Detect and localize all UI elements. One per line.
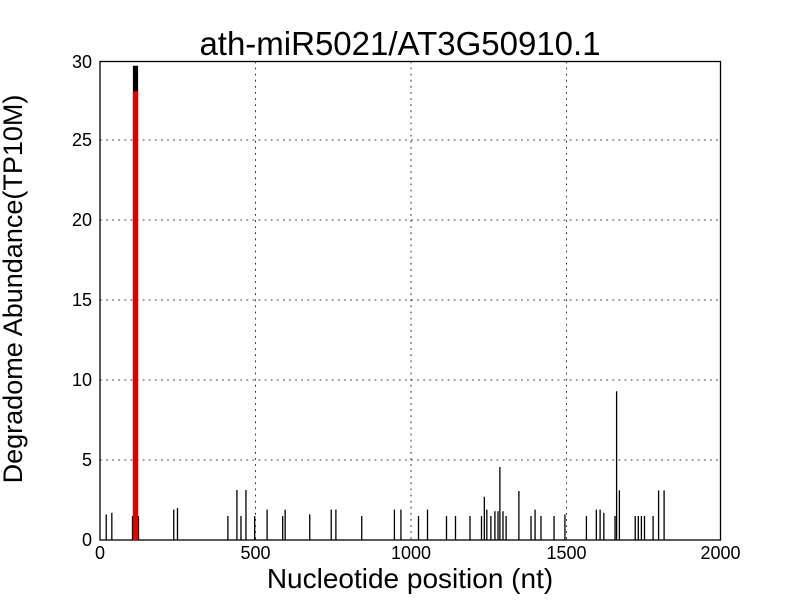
svg-text:1000: 1000	[391, 543, 431, 563]
svg-text:0: 0	[82, 530, 92, 550]
svg-text:0: 0	[95, 543, 105, 563]
svg-text:500: 500	[240, 543, 270, 563]
svg-text:5: 5	[82, 450, 92, 470]
svg-text:20: 20	[72, 210, 92, 230]
svg-text:1500: 1500	[546, 543, 586, 563]
svg-text:30: 30	[72, 52, 92, 72]
svg-text:25: 25	[72, 130, 92, 150]
svg-text:Nucleotide position (nt): Nucleotide position (nt)	[267, 563, 553, 594]
svg-text:10: 10	[72, 370, 92, 390]
svg-text:Degradome Abundance(TP10M): Degradome Abundance(TP10M)	[0, 95, 28, 484]
svg-text:15: 15	[72, 290, 92, 310]
svg-text:2000: 2000	[700, 543, 740, 563]
